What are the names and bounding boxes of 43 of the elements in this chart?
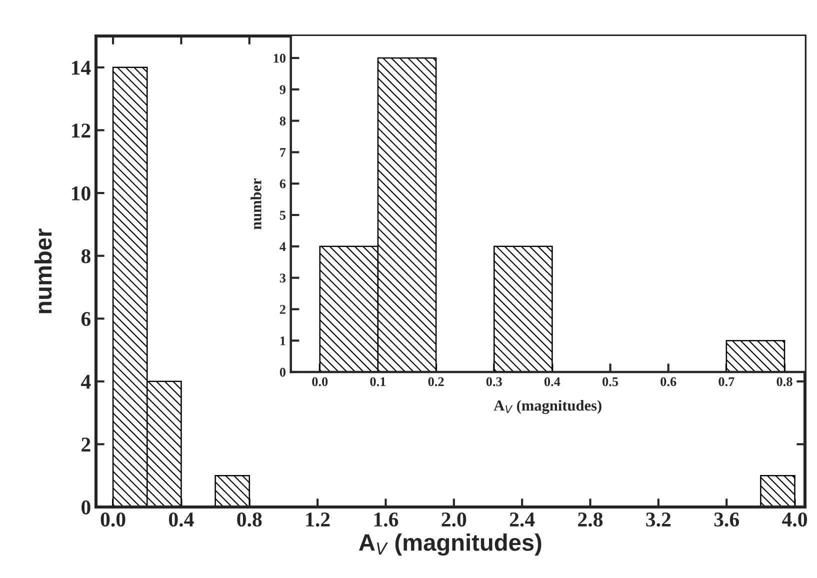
- x-tick-label: 0.4: [168, 512, 194, 527]
- y-tick-label: 10: [72, 186, 90, 200]
- y-tick-label: 1: [280, 336, 286, 346]
- y-axis-title: number: [34, 228, 52, 314]
- x-tick-label: 0.0: [100, 512, 126, 527]
- x-tick-label: 2.0: [442, 512, 466, 527]
- x-tick-label: 0.8: [776, 377, 792, 386]
- x-tick-label: 0.1: [370, 377, 386, 386]
- y-tick-label: 4: [81, 374, 91, 389]
- y-tick-label: 14: [72, 60, 91, 75]
- y-axis-title: number: [250, 178, 262, 230]
- x-axis-title: A$_{V}$ (magnitudes): [358, 534, 542, 556]
- y-tick-label: 8: [81, 249, 90, 264]
- y-tick-label: 0: [82, 500, 90, 514]
- y-tick-label: 6: [280, 179, 286, 188]
- y-tick-label: 10: [274, 54, 286, 63]
- y-tick-label: 3: [280, 274, 286, 283]
- x-tick-label: 4.0: [782, 512, 807, 527]
- y-tick-label: 5: [280, 210, 286, 220]
- x-tick-label: 0.0: [312, 377, 328, 386]
- y-tick-label: 8: [280, 116, 286, 126]
- x-tick-label: 3.6: [714, 512, 740, 527]
- y-tick-label: 7: [280, 148, 286, 157]
- x-axis-title: A$_{V}$ (magnitudes): [494, 400, 602, 414]
- x-tick-label: 0.2: [428, 377, 444, 386]
- y-tick-label: 0: [280, 368, 286, 377]
- y-tick-label: 6: [81, 312, 91, 326]
- x-tick-label: 0.4: [544, 377, 560, 386]
- x-tick-label: 1.2: [306, 512, 330, 527]
- x-tick-label: 0.8: [237, 512, 262, 527]
- x-tick-label: 3.2: [646, 512, 671, 527]
- x-tick-label: 2.4: [510, 512, 535, 527]
- x-tick-label: 0.5: [602, 377, 618, 386]
- y-tick-label: 12: [72, 124, 90, 138]
- y-tick-label: 4: [280, 242, 286, 251]
- y-tick-label: 2: [82, 438, 90, 452]
- x-tick-label: 1.6: [374, 512, 398, 527]
- y-tick-label: 9: [280, 85, 286, 94]
- x-tick-label: 0.6: [660, 377, 676, 386]
- x-tick-label: 2.8: [578, 512, 603, 527]
- y-tick-label: 2: [280, 305, 286, 314]
- x-tick-label: 0.3: [486, 377, 502, 386]
- x-tick-label: 0.7: [718, 377, 734, 386]
